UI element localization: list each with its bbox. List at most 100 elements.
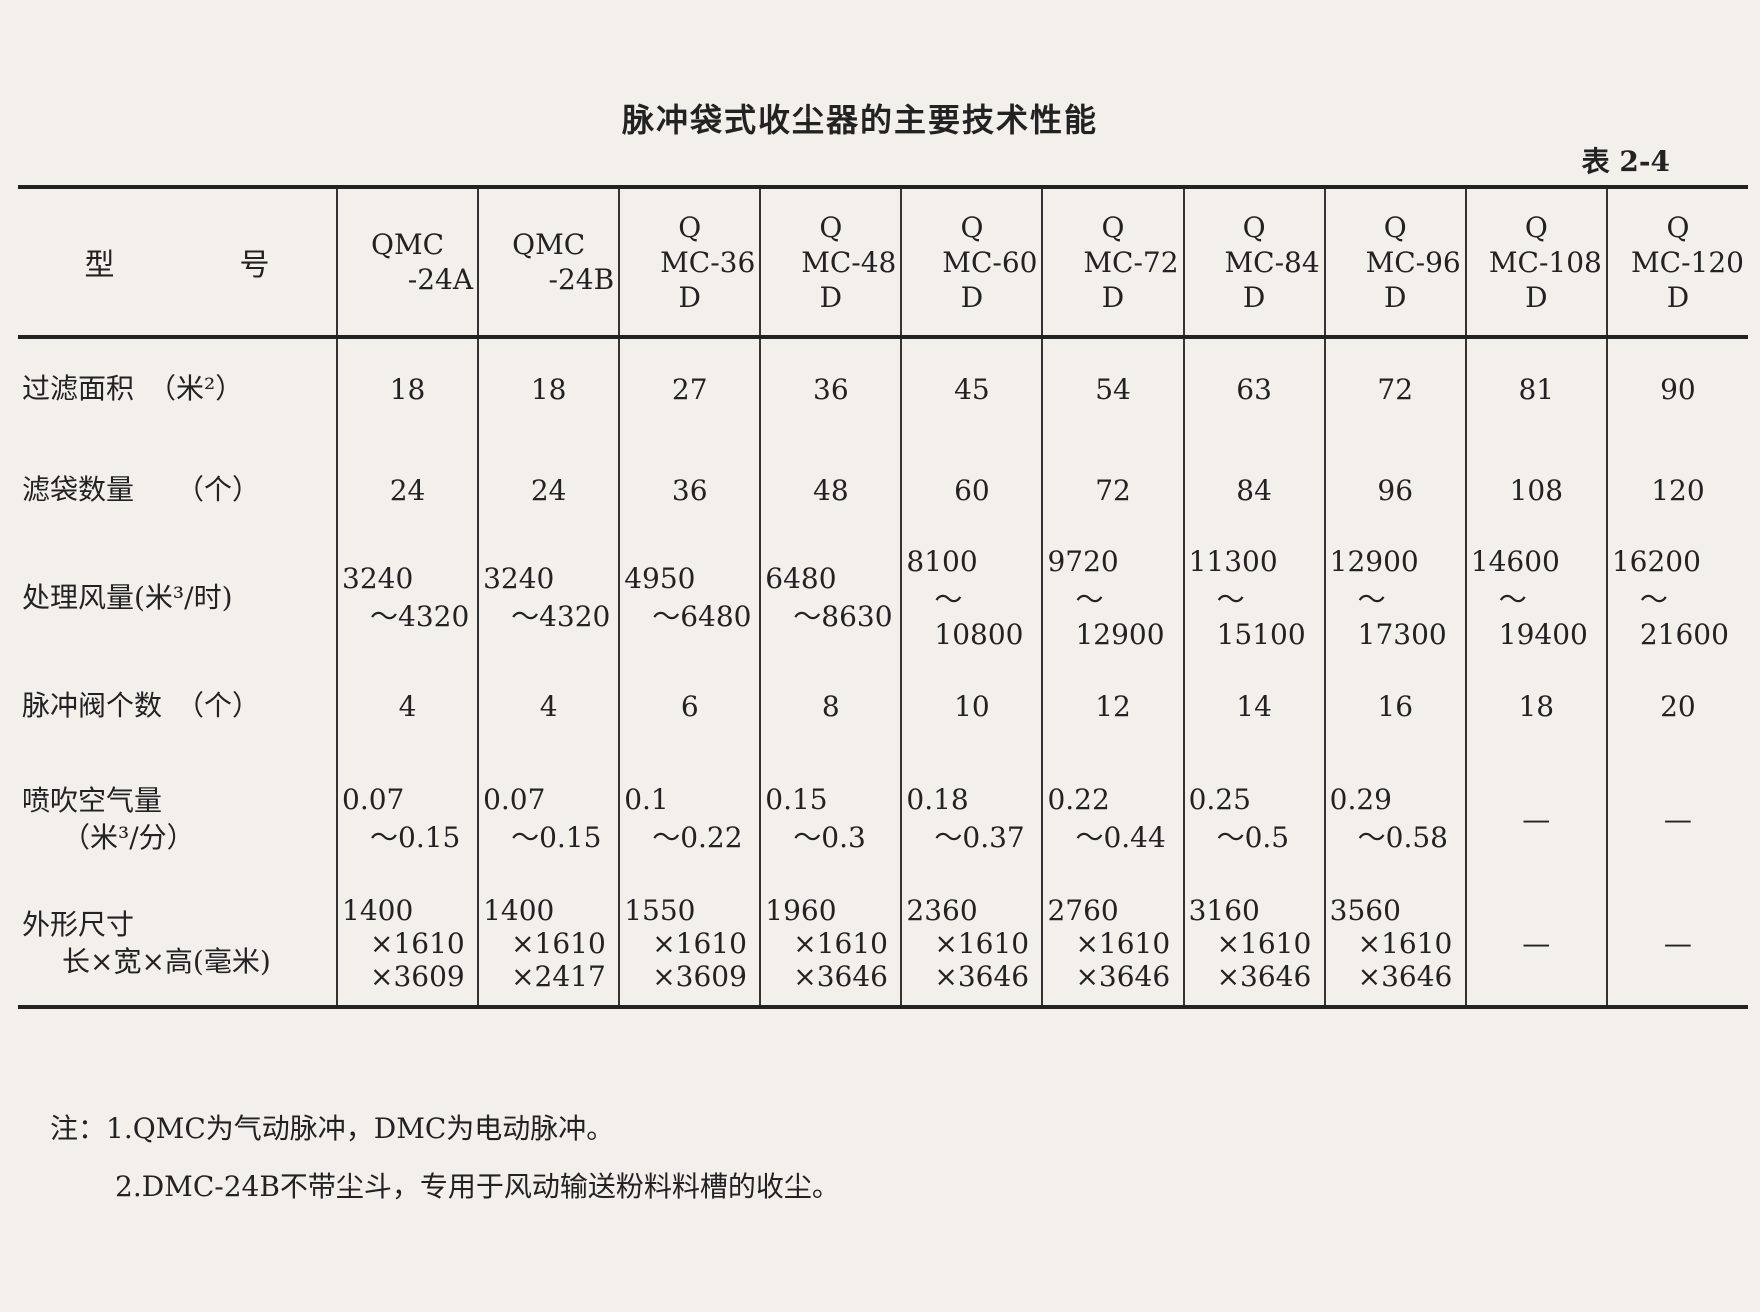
- cell: 8: [759, 655, 902, 757]
- cell-line: 3560: [1329, 894, 1401, 927]
- header-line: D: [960, 280, 984, 314]
- table-row: 过滤面积 （米²） 18 18 27 36 45 54 63 72 81 90: [18, 337, 1748, 439]
- cell: 10: [900, 655, 1043, 757]
- column-header: QMC -24A: [335, 187, 479, 337]
- header-line: Q: [678, 210, 702, 244]
- table-row: 脉冲阀个数 （个） 4 4 6 8 10 12 14 16 18 20: [18, 655, 1748, 757]
- cell: 72: [1041, 439, 1184, 541]
- cell-line: ～19400: [1498, 583, 1588, 651]
- cell-line: ×1610: [793, 927, 888, 960]
- cell: 81: [1464, 337, 1607, 439]
- cell-line: 0.07: [483, 783, 546, 816]
- cell: 3160 ×1610 ×3646: [1182, 882, 1325, 1007]
- cell-line: ×3609: [370, 960, 465, 993]
- table-row: 滤袋数量 （个） 24 24 36 48 60 72 84 96 108 120: [18, 439, 1748, 541]
- cell: 18: [1464, 655, 1607, 757]
- cell: 36: [759, 337, 902, 439]
- cell-line: ～0.15: [511, 821, 602, 854]
- cell-line: 0.29: [1329, 783, 1392, 816]
- cell-line: 0.07: [342, 783, 405, 816]
- header-line: D: [1242, 280, 1266, 314]
- cell: 12900 ～17300: [1323, 541, 1466, 655]
- header-line: D: [678, 280, 701, 314]
- table-row: 处理风量(米³/时) 3240 ～4320 3240 ～4320 4950 ～6480 648…: [18, 541, 1748, 655]
- cell: 96: [1323, 439, 1466, 541]
- cell: 18: [335, 337, 479, 439]
- cell-line: —: [1663, 927, 1692, 960]
- label-line: （米³/分）: [62, 820, 195, 854]
- cell-line: 24: [530, 473, 567, 507]
- cell-line: ×3609: [652, 960, 747, 993]
- cell-line: —: [1522, 803, 1551, 836]
- cell-line: 84: [1236, 473, 1272, 507]
- cell-line: 6480: [765, 561, 837, 595]
- cell: 4: [335, 655, 479, 757]
- cell: 4950 ～6480: [618, 541, 761, 655]
- cell: 12: [1041, 655, 1184, 757]
- label-line: 过滤面积 （米²）: [22, 371, 244, 405]
- header-row: 型号 QMC -24A QMC -24B Q MC-36 D Q MC-48 D Q MC-60 D Q MC…: [18, 187, 1748, 337]
- cell: 24: [477, 439, 620, 541]
- cell: 0.1 ～0.22: [618, 757, 761, 882]
- cell: 0.22 ～0.44: [1041, 757, 1184, 882]
- cell: 0.18 ～0.37: [900, 757, 1043, 882]
- header-line: -24A: [407, 263, 474, 296]
- cell-line: 16200: [1611, 545, 1701, 578]
- cell: 3240 ～4320: [335, 541, 479, 655]
- cell: —: [1605, 757, 1748, 882]
- cell-line: 63: [1236, 372, 1272, 406]
- header-line: Q: [960, 210, 984, 244]
- cell: 3560 ×1610 ×3646: [1323, 882, 1466, 1007]
- cell-line: 54: [1095, 372, 1131, 406]
- cell-line: ×3646: [934, 960, 1030, 993]
- cell-line: ～0.37: [934, 821, 1025, 854]
- cell: 0.07 ～0.15: [477, 757, 620, 882]
- cell: 27: [618, 337, 761, 439]
- header-line: Q: [819, 210, 843, 244]
- header-line: MC-72: [1083, 245, 1179, 279]
- cell-line: ～6480: [652, 599, 752, 633]
- column-header: Q MC-96 D: [1323, 187, 1466, 337]
- cell-line: 120: [1651, 473, 1705, 507]
- cell-line: 12900: [1329, 545, 1419, 578]
- cell-line: 24: [389, 473, 426, 507]
- cell-line: ×3646: [1357, 960, 1453, 993]
- cell: 11300 ～15100: [1182, 541, 1325, 655]
- header-line: D: [819, 280, 843, 314]
- cell-line: 45: [954, 372, 990, 406]
- cell-line: 72: [1095, 473, 1131, 507]
- cell-line: 9720: [1047, 545, 1119, 578]
- cell-line: 14: [1236, 689, 1272, 723]
- column-header: Q MC-48 D: [759, 187, 902, 337]
- table-title: 脉冲袋式收尘器的主要技术性能: [621, 101, 1098, 139]
- cell-line: 10: [954, 689, 990, 723]
- cell-line: ×1610: [1216, 927, 1312, 960]
- cell-line: —: [1663, 803, 1692, 836]
- cell: 14: [1182, 655, 1325, 757]
- corner-text: 号: [239, 248, 270, 283]
- cell-line: 20: [1660, 689, 1696, 723]
- cell: 8100 ～10800: [900, 541, 1043, 655]
- cell: 6480 ～8630: [759, 541, 902, 655]
- cell-line: 27: [671, 372, 708, 406]
- cell-line: —: [1522, 927, 1551, 960]
- header-line: MC-120: [1631, 245, 1744, 279]
- cell: 16: [1323, 655, 1466, 757]
- cell-line: 1400: [483, 894, 555, 927]
- cell-line: 72: [1377, 372, 1414, 406]
- cell-line: ～0.58: [1357, 821, 1449, 854]
- cell: 2760 ×1610 ×3646: [1041, 882, 1184, 1007]
- spec-table: 型号 QMC -24A QMC -24B Q MC-36 D Q MC-48 D Q MC-60 D Q MC…: [18, 185, 1748, 1009]
- corner-cell: 型号: [18, 187, 337, 337]
- cell: 0.29 ～0.58: [1323, 757, 1466, 882]
- cell-line: 4950: [624, 561, 696, 595]
- column-header: QMC -24B: [477, 187, 620, 337]
- note: 2.DMC-24B不带尘斗，专用于风动输送粉料料槽的收尘。: [115, 1170, 840, 1203]
- column-header: Q MC-120 D: [1605, 187, 1748, 337]
- note: 注：1.QMC为气动脉冲，DMC为电动脉冲。: [50, 1112, 615, 1145]
- cell-line: 8100: [906, 545, 978, 578]
- cell: 108: [1464, 439, 1607, 541]
- cell-line: ～21600: [1639, 583, 1729, 651]
- cell-line: 1400: [342, 894, 414, 927]
